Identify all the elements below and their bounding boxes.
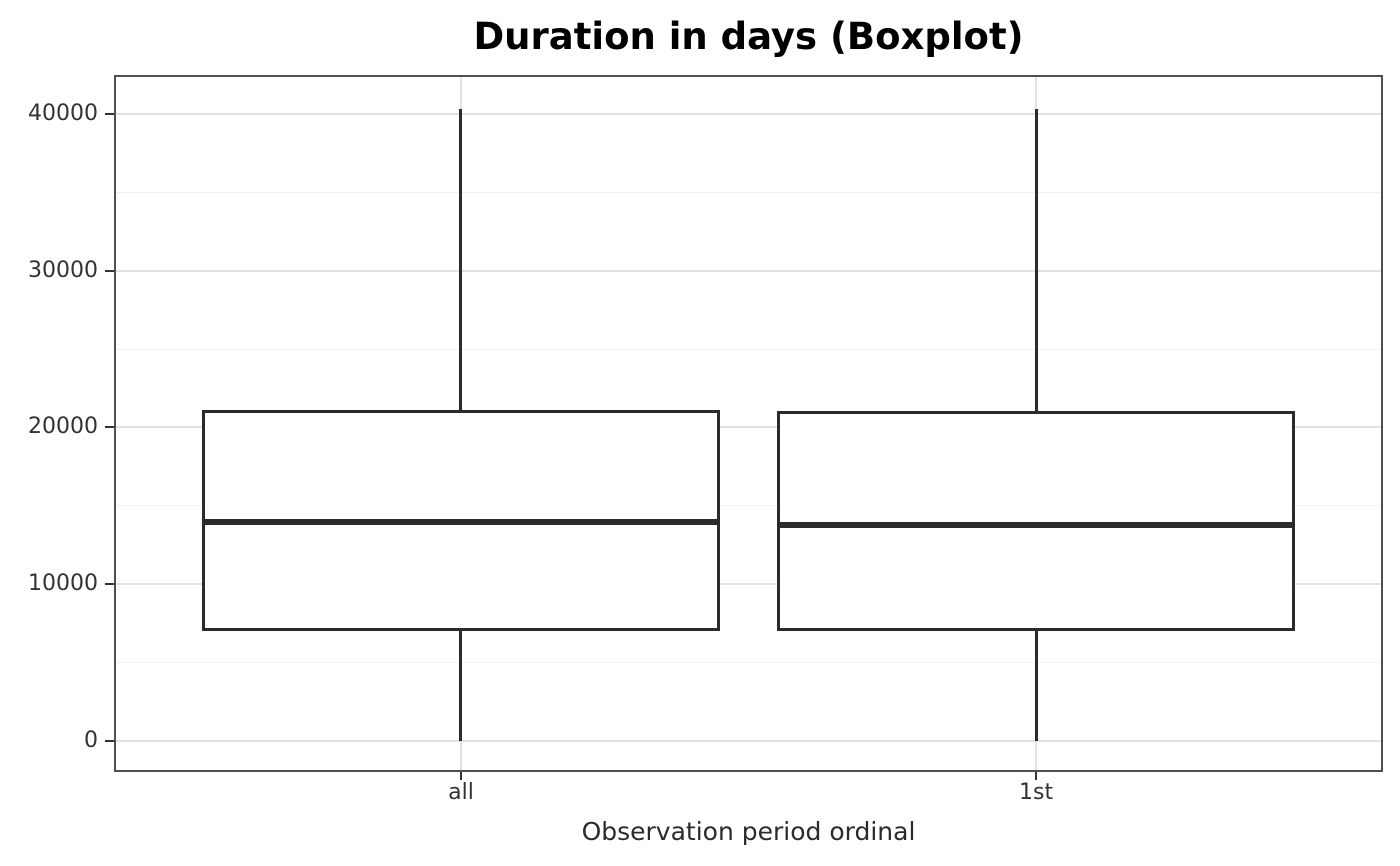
y-tick-mark (105, 269, 114, 272)
y-tick-mark (105, 583, 114, 586)
median-line (202, 519, 720, 526)
y-tick-mark (105, 112, 114, 115)
chart-title: Duration in days (Boxplot) (473, 15, 1024, 58)
x-tick-label: all (448, 780, 474, 805)
minor-gridline (116, 191, 1381, 193)
y-tick-mark (105, 740, 114, 743)
y-tick-label: 30000 (28, 257, 98, 283)
plot-panel (114, 75, 1383, 772)
x-axis-title: Observation period ordinal (581, 817, 916, 846)
minor-gridline (116, 662, 1381, 664)
major-gridline (116, 269, 1381, 272)
box-rect (777, 410, 1295, 631)
major-gridline (116, 426, 1381, 429)
y-tick-mark (105, 426, 114, 429)
x-tick-mark (1035, 772, 1038, 780)
minor-gridline (116, 505, 1381, 507)
x-tick-mark (459, 772, 462, 780)
x-tick-label: 1st (1018, 780, 1054, 805)
minor-gridline (116, 348, 1381, 350)
y-tick-label: 10000 (28, 571, 98, 597)
y-tick-label: 0 (84, 728, 98, 754)
major-gridline (116, 583, 1381, 586)
y-tick-label: 40000 (28, 100, 98, 126)
major-gridline (116, 112, 1381, 115)
median-line (777, 521, 1295, 528)
y-tick-label: 20000 (28, 414, 98, 440)
major-gridline (116, 740, 1381, 743)
